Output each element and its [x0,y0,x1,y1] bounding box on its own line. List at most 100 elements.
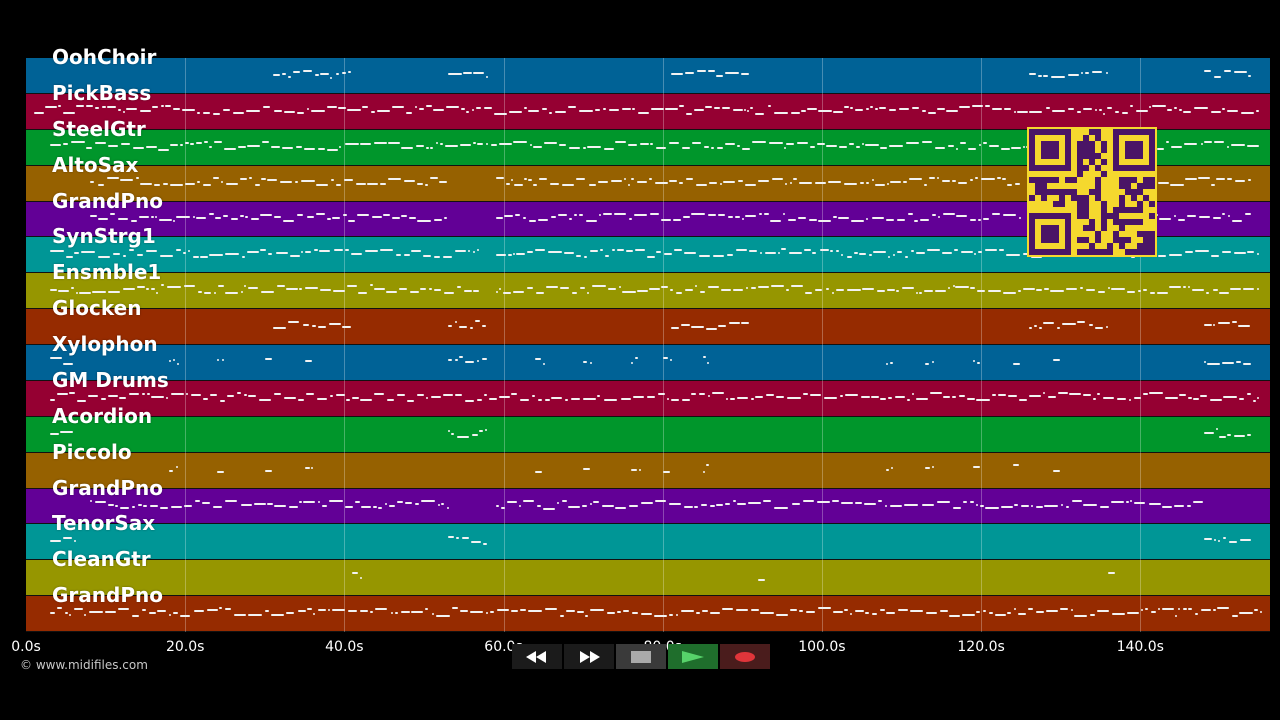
midi-note [179,143,183,146]
midi-note [625,250,634,253]
midi-note [434,288,442,291]
midi-note [217,358,220,361]
midi-note [735,248,747,251]
midi-note [1259,610,1262,613]
track-lane[interactable] [26,309,1270,345]
midi-note [1134,502,1146,505]
midi-note [614,213,627,216]
midi-note [888,109,896,112]
midi-note [561,184,574,187]
midi-note [670,72,684,75]
midi-note [608,287,617,290]
midi-note [273,393,282,396]
gridline [662,58,664,632]
midi-note [774,111,789,114]
track-lane[interactable] [26,524,1270,561]
midi-note [138,215,149,218]
midi-note [386,291,398,294]
midi-note [563,251,575,254]
midi-note [432,108,444,111]
midi-note [897,218,906,221]
midi-note [943,212,955,215]
midi-note [441,502,444,505]
midi-note [631,178,634,181]
midi-note [603,398,618,401]
midi-note [58,289,69,292]
stop-button[interactable] [616,644,666,669]
midi-note [83,614,86,617]
midi-note [589,361,592,364]
midi-note [925,467,930,469]
midi-note [931,361,934,364]
midi-note [507,254,512,257]
midi-note [792,177,797,180]
midi-note [823,396,837,399]
midi-note [401,610,411,613]
midi-note [814,289,823,291]
midi-note [888,396,893,399]
track-lane[interactable] [26,488,1270,525]
play-button[interactable] [668,644,718,669]
midi-note [288,506,298,509]
midi-note [543,363,546,366]
track-lane[interactable] [26,380,1270,417]
midi-note [1069,393,1081,396]
midi-note [1198,177,1210,180]
track-lane[interactable] [26,416,1270,453]
midi-note [1175,614,1178,617]
midi-note [416,394,424,397]
midi-note [405,112,413,115]
midi-note [248,287,258,290]
midi-note [1099,109,1102,112]
midi-note [556,502,559,504]
midi-note [906,399,911,402]
midi-note [767,104,772,107]
record-button[interactable] [720,644,770,669]
midi-note [1145,607,1149,610]
midi-note [978,218,981,221]
track-lane[interactable] [26,560,1270,597]
midi-note [447,429,450,432]
midi-note [741,217,744,220]
midi-note [208,213,215,216]
midi-note [194,499,201,502]
midi-note [378,507,382,509]
midi-note [273,110,283,113]
midi-note [452,607,458,610]
midi-note [200,255,209,258]
midi-note [809,394,821,397]
midi-note [923,183,928,186]
track-label: Piccolo [52,439,132,464]
midi-note [1047,395,1056,398]
midi-note [470,327,474,330]
midi-note [975,177,978,180]
midi-note [345,249,350,252]
rewind-button[interactable] [512,644,562,669]
fast-forward-button[interactable] [564,644,614,669]
midi-note [1077,320,1086,323]
midi-note [583,398,596,401]
midi-note [94,500,106,503]
midi-note [887,289,895,292]
midi-note [395,254,401,257]
midi-note [403,253,410,256]
midi-note [594,109,601,112]
midi-note [928,111,936,114]
midi-note [1218,540,1221,543]
midi-note [921,109,927,112]
midi-note [967,148,976,151]
track-lane[interactable] [26,273,1270,310]
midi-note [716,74,723,77]
midi-note [897,608,908,611]
track-lane[interactable] [26,58,1270,94]
midi-note [959,105,970,108]
midi-note [654,182,668,184]
midi-note [573,213,578,216]
midi-note [758,285,770,288]
track-lane[interactable] [26,452,1270,489]
midi-note [152,105,159,108]
track-lane[interactable] [26,345,1270,381]
midi-note [143,505,148,508]
midi-note [70,287,74,290]
midi-note [748,249,757,252]
